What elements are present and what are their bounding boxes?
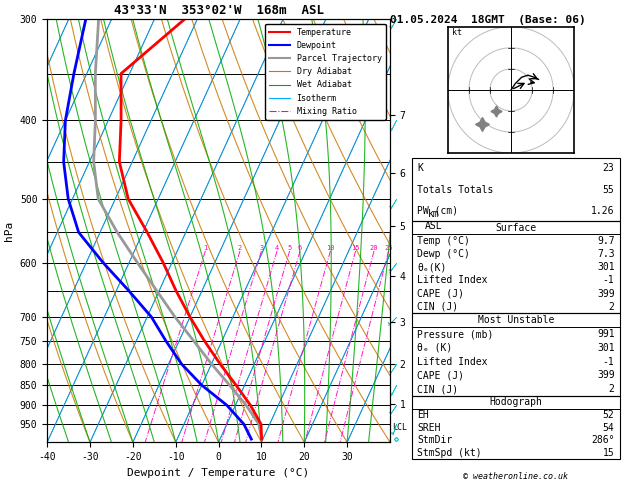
- Text: -1: -1: [603, 276, 615, 285]
- Text: -1: -1: [603, 357, 615, 366]
- Text: Lifted Index: Lifted Index: [417, 357, 487, 366]
- Text: EH: EH: [417, 410, 429, 420]
- Text: 399: 399: [597, 289, 615, 299]
- Text: 15: 15: [352, 245, 360, 251]
- Text: 4: 4: [275, 245, 279, 251]
- Text: CIN (J): CIN (J): [417, 384, 458, 394]
- Text: LCL: LCL: [392, 423, 407, 432]
- Text: 991: 991: [597, 329, 615, 339]
- Text: Hodograph: Hodograph: [489, 398, 542, 407]
- Text: 301: 301: [597, 343, 615, 353]
- Text: 7.3: 7.3: [597, 249, 615, 259]
- Text: 1.26: 1.26: [591, 206, 615, 216]
- Text: Surface: Surface: [495, 223, 537, 233]
- Text: 9.7: 9.7: [597, 236, 615, 246]
- Legend: Temperature, Dewpoint, Parcel Trajectory, Dry Adiabat, Wet Adiabat, Isotherm, Mi: Temperature, Dewpoint, Parcel Trajectory…: [265, 24, 386, 120]
- Title: 43°33'N  353°02'W  168m  ASL: 43°33'N 353°02'W 168m ASL: [114, 4, 323, 17]
- Text: 286°: 286°: [591, 435, 615, 445]
- Text: 25: 25: [384, 245, 393, 251]
- Text: 2: 2: [609, 384, 615, 394]
- Text: 52: 52: [603, 410, 615, 420]
- Text: CIN (J): CIN (J): [417, 302, 458, 312]
- Text: 2: 2: [609, 302, 615, 312]
- Text: 3: 3: [259, 245, 264, 251]
- Text: StmDir: StmDir: [417, 435, 452, 445]
- Text: SREH: SREH: [417, 423, 440, 433]
- Text: Totals Totals: Totals Totals: [417, 185, 493, 194]
- Text: 15: 15: [603, 448, 615, 458]
- Text: θₑ(K): θₑ(K): [417, 262, 447, 272]
- Text: Most Unstable: Most Unstable: [477, 315, 554, 325]
- Text: CAPE (J): CAPE (J): [417, 289, 464, 299]
- Text: 6: 6: [298, 245, 302, 251]
- Text: 301: 301: [597, 262, 615, 272]
- Text: CAPE (J): CAPE (J): [417, 370, 464, 381]
- Text: Pressure (mb): Pressure (mb): [417, 329, 493, 339]
- Text: 54: 54: [603, 423, 615, 433]
- Y-axis label: km
ASL: km ASL: [425, 209, 442, 231]
- Text: kt: kt: [452, 28, 462, 37]
- Text: 399: 399: [597, 370, 615, 381]
- Text: 55: 55: [603, 185, 615, 194]
- Text: 01.05.2024  18GMT  (Base: 06): 01.05.2024 18GMT (Base: 06): [389, 15, 586, 25]
- Text: K: K: [417, 163, 423, 174]
- Text: 5: 5: [287, 245, 292, 251]
- Text: 20: 20: [370, 245, 378, 251]
- Text: © weatheronline.co.uk: © weatheronline.co.uk: [464, 472, 568, 481]
- Text: StmSpd (kt): StmSpd (kt): [417, 448, 482, 458]
- Text: PW (cm): PW (cm): [417, 206, 458, 216]
- Text: 1: 1: [203, 245, 208, 251]
- X-axis label: Dewpoint / Temperature (°C): Dewpoint / Temperature (°C): [128, 468, 309, 478]
- Text: 2: 2: [238, 245, 242, 251]
- Text: 10: 10: [326, 245, 335, 251]
- Text: 23: 23: [603, 163, 615, 174]
- Text: Temp (°C): Temp (°C): [417, 236, 470, 246]
- Y-axis label: hPa: hPa: [4, 221, 14, 241]
- Text: Dewp (°C): Dewp (°C): [417, 249, 470, 259]
- Text: θₑ (K): θₑ (K): [417, 343, 452, 353]
- Text: Lifted Index: Lifted Index: [417, 276, 487, 285]
